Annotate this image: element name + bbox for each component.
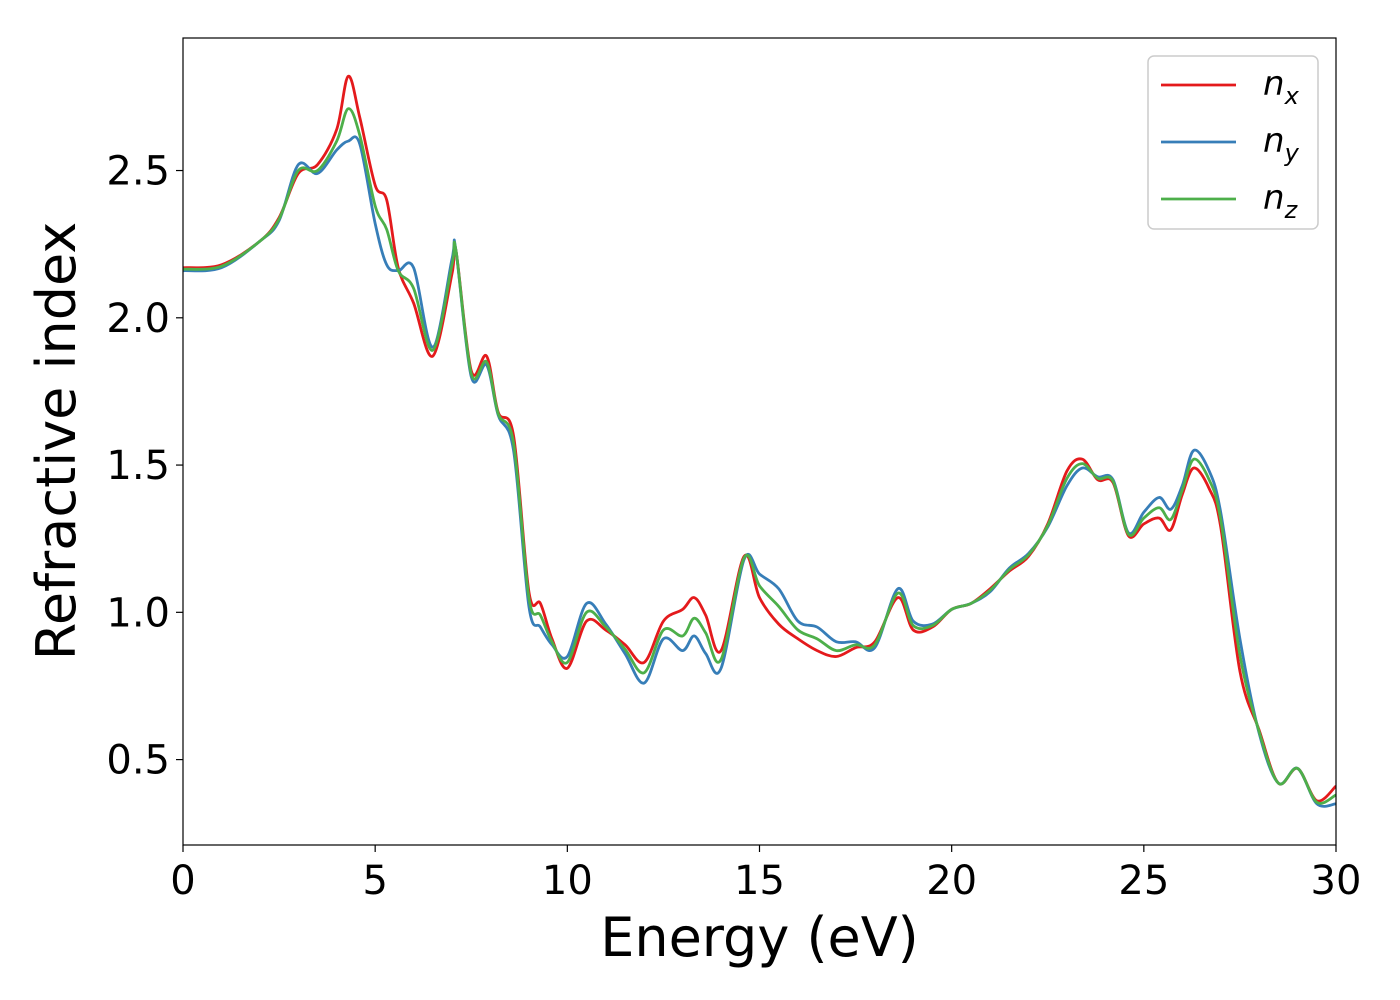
x-tick-label: 10: [542, 858, 593, 904]
x-tick-label: 20: [926, 858, 977, 904]
legend-label-nx: nx: [1263, 64, 1300, 110]
y-tick-label: 0.5: [106, 738, 170, 784]
x-tick-label: 15: [734, 858, 785, 904]
y-tick-label: 1.0: [106, 590, 170, 636]
series-line-nz: [183, 107, 1336, 805]
y-tick-label: 2.0: [106, 296, 170, 342]
x-tick-label: 0: [170, 858, 195, 904]
series-layer: [183, 74, 1336, 808]
x-tick-label: 30: [1311, 858, 1362, 904]
x-tick-label: 5: [362, 858, 387, 904]
y-axis-label: Refractive index: [25, 222, 88, 661]
legend-label-ny: ny: [1263, 121, 1300, 167]
y-tick-label: 1.5: [106, 443, 170, 489]
y-tick-label: 2.5: [106, 149, 170, 195]
x-axis-label: Energy (eV): [600, 906, 919, 969]
x-axis-ticks: 0 5 10 15 20 25 30: [170, 845, 1361, 904]
y-axis-ticks: 0.5 1.0 1.5 2.0 2.5: [106, 149, 183, 784]
series-line-ny: [183, 135, 1336, 808]
x-tick-label: 25: [1118, 858, 1169, 904]
